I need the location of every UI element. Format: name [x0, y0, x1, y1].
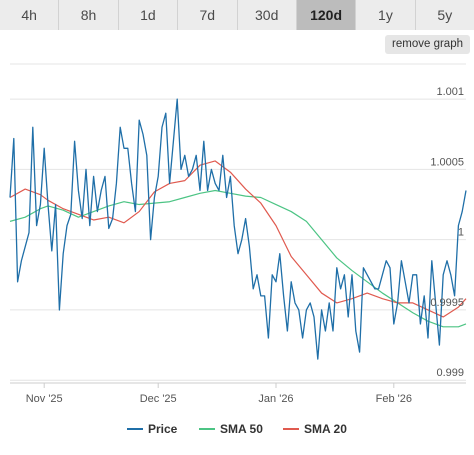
- y-axis-labels: 0.999 0.9995 1 1.0005 1.001: [430, 86, 464, 379]
- tab-7d[interactable]: 7d: [178, 0, 238, 30]
- legend-item-sma-20[interactable]: SMA 20: [283, 422, 347, 436]
- grid-lines: [10, 63, 466, 381]
- y-tick-label: 1.0005: [430, 156, 464, 168]
- chart-legend[interactable]: Price SMA 50 SMA 20: [127, 422, 347, 436]
- legend-item-sma-50[interactable]: SMA 50: [199, 422, 263, 436]
- timeframe-tabs: 4h 8h 1d 7d 30d 120d 1y 5y: [0, 0, 474, 30]
- tab-120d[interactable]: 120d: [296, 0, 357, 30]
- y-tick-label: 0.999: [436, 367, 464, 379]
- series-line-sma-50: [9, 189, 467, 328]
- x-tick-label: Dec '25: [140, 393, 177, 405]
- series-line-sma-20: [9, 160, 467, 318]
- x-axis: Nov '25 Dec '25 Jan '26 Feb '26: [10, 382, 466, 405]
- series-line-price: [9, 98, 467, 360]
- x-tick-label: Nov '25: [26, 393, 63, 405]
- tab-1d[interactable]: 1d: [119, 0, 179, 30]
- legend-label-sma-50: SMA 50: [220, 422, 263, 436]
- legend-label-sma-20: SMA 20: [304, 422, 347, 436]
- x-tick-label: Feb '26: [376, 393, 412, 405]
- y-tick-label: 1: [458, 227, 464, 239]
- y-tick-label: 1.001: [436, 86, 464, 98]
- legend-label-price: Price: [148, 422, 178, 436]
- remove-graph-button[interactable]: remove graph: [385, 35, 470, 54]
- tab-4h[interactable]: 4h: [0, 0, 60, 30]
- tab-8h[interactable]: 8h: [59, 0, 119, 30]
- x-tick-label: Jan '26: [258, 393, 293, 405]
- tab-5y[interactable]: 5y: [437, 7, 453, 23]
- legend-item-price[interactable]: Price: [127, 422, 178, 436]
- tab-30d[interactable]: 30d: [238, 0, 297, 30]
- series-lines: [9, 98, 467, 360]
- y-tick-label: 0.9995: [430, 297, 464, 309]
- tab-1y[interactable]: 1y: [356, 0, 416, 30]
